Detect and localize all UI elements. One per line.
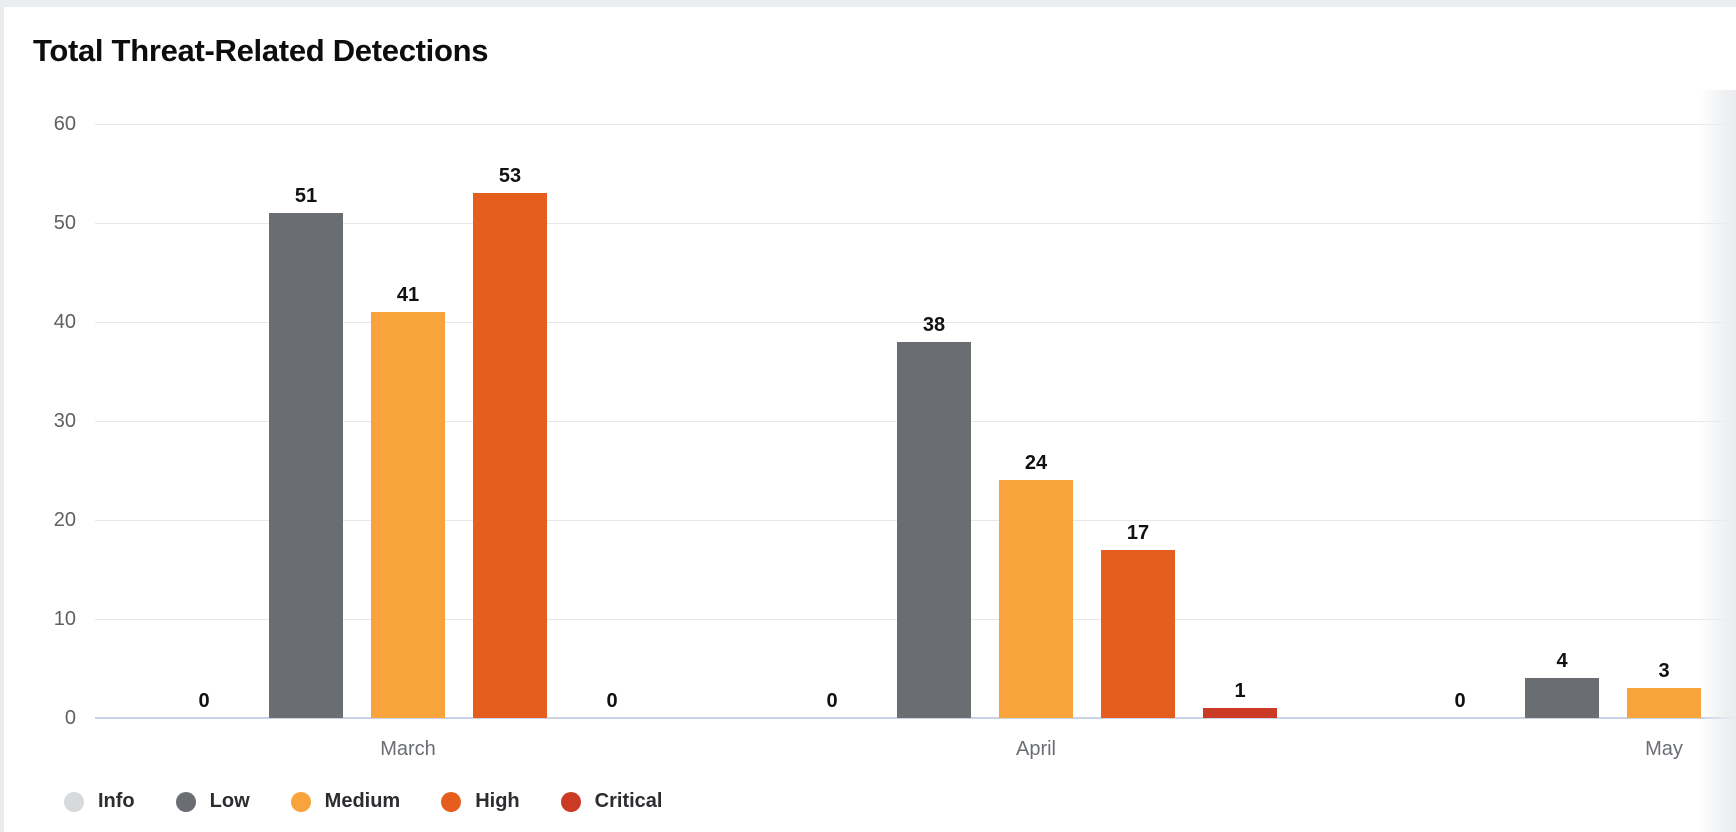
- bar-may-medium[interactable]: [1627, 688, 1701, 718]
- bar-march-medium[interactable]: [371, 312, 445, 718]
- value-label-april-high: 17: [1126, 522, 1150, 544]
- value-label-april-info: 0: [826, 690, 838, 712]
- bar-april-critical[interactable]: [1203, 708, 1277, 718]
- chart-title: Total Threat-Related Detections: [33, 33, 489, 68]
- legend-label-high: High: [475, 790, 520, 812]
- value-label-march-critical: 0: [606, 690, 618, 712]
- bar-may-low[interactable]: [1525, 678, 1599, 718]
- value-label-march-high: 53: [498, 165, 522, 187]
- bar-april-medium[interactable]: [999, 480, 1073, 718]
- value-label-march-low: 51: [294, 185, 318, 207]
- value-label-march-medium: 41: [396, 284, 420, 306]
- legend-label-medium: Medium: [324, 790, 401, 812]
- gridline-y-50: [95, 223, 1736, 224]
- x-axis-line: [95, 717, 1736, 719]
- legend-dot-critical: [560, 791, 581, 812]
- x-axis-label-march: March: [380, 738, 436, 760]
- bar-april-low[interactable]: [897, 342, 971, 718]
- value-label-may-info: 0: [1454, 690, 1466, 712]
- gridline-y-60: [95, 124, 1736, 125]
- legend-label-info: Info: [98, 790, 135, 812]
- y-axis-tick-0: 0: [64, 707, 76, 729]
- bar-march-low[interactable]: [269, 213, 343, 718]
- y-axis-tick-60: 60: [53, 113, 76, 135]
- legend-label-critical: Critical: [594, 790, 663, 812]
- value-label-may-low: 4: [1556, 650, 1568, 672]
- y-axis-tick-10: 10: [53, 608, 76, 630]
- y-axis-tick-20: 20: [53, 509, 76, 531]
- legend-dot-low: [175, 791, 196, 812]
- legend-item-medium[interactable]: Medium: [290, 790, 401, 813]
- x-axis-label-april: April: [1015, 738, 1056, 760]
- y-axis-tick-30: 30: [53, 410, 76, 432]
- gridline-y-40: [95, 322, 1736, 323]
- y-axis-tick-50: 50: [53, 212, 76, 234]
- value-label-april-critical: 1: [1234, 680, 1246, 702]
- legend-label-low: Low: [209, 790, 250, 812]
- bar-april-high[interactable]: [1101, 550, 1175, 718]
- value-label-march-info: 0: [198, 690, 210, 712]
- legend-dot-medium: [290, 791, 311, 812]
- value-label-may-medium: 3: [1658, 660, 1670, 682]
- y-axis-tick-40: 40: [53, 311, 76, 333]
- legend-item-critical[interactable]: Critical: [560, 790, 663, 813]
- legend-dot-high: [441, 791, 462, 812]
- legend-item-low[interactable]: Low: [175, 790, 250, 813]
- x-axis-label-may: May: [1645, 738, 1683, 760]
- value-label-april-medium: 24: [1024, 452, 1048, 474]
- legend-item-high[interactable]: High: [441, 790, 520, 813]
- bar-march-high[interactable]: [473, 193, 547, 718]
- chart-legend: Info Low Medium High Critical: [64, 790, 662, 813]
- value-label-april-low: 38: [922, 314, 946, 336]
- legend-item-info[interactable]: Info: [64, 790, 135, 813]
- legend-dot-info: [64, 791, 84, 812]
